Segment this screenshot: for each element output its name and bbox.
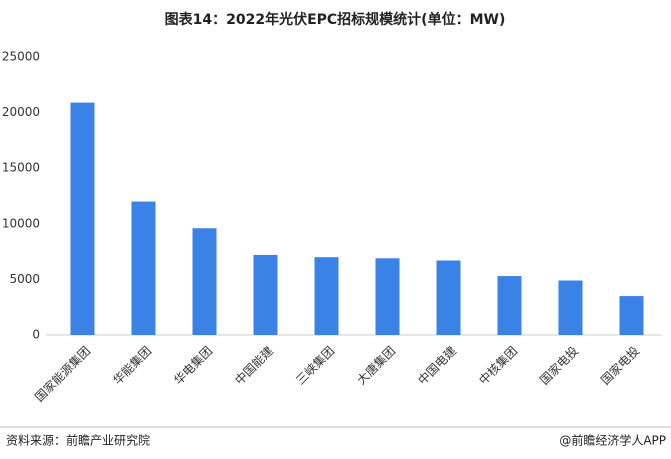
- bar: [619, 296, 644, 335]
- source: 资料来源：前瞻产业研究院: [6, 433, 150, 448]
- bar: [192, 228, 217, 335]
- chart-title: 图表14：2022年光伏EPC招标规模统计(单位：MW): [165, 11, 506, 28]
- x-tick-label: 中国电建: [415, 343, 460, 388]
- x-tick-label: 华能集团: [110, 343, 155, 388]
- bar: [558, 280, 583, 335]
- x-tick-label: 国家电投: [598, 343, 643, 388]
- credit: @前瞻经济学人APP: [559, 433, 666, 448]
- x-tick-label: 中核集团: [476, 343, 521, 388]
- bar: [375, 258, 400, 335]
- y-tick-label: 25000: [2, 50, 40, 64]
- bar: [436, 260, 461, 335]
- bar: [497, 276, 522, 335]
- y-tick-label: 5000: [9, 272, 40, 286]
- bar: [314, 257, 339, 335]
- y-tick-label: 15000: [2, 161, 40, 175]
- x-tick-label: 国家电投: [537, 343, 582, 388]
- x-tick-label: 中国能建: [232, 343, 277, 388]
- x-tick-label: 国家能源集团: [32, 343, 94, 405]
- y-tick-label: 20000: [2, 105, 40, 119]
- x-tick-label: 三峡集团: [293, 343, 338, 388]
- bar: [131, 201, 156, 335]
- y-tick-label: 10000: [2, 216, 40, 230]
- x-tick-label: 大唐集团: [354, 343, 399, 388]
- y-tick-label: 0: [32, 328, 40, 342]
- bar: [70, 102, 95, 335]
- bar: [253, 254, 278, 335]
- x-tick-label: 华电集团: [171, 343, 216, 388]
